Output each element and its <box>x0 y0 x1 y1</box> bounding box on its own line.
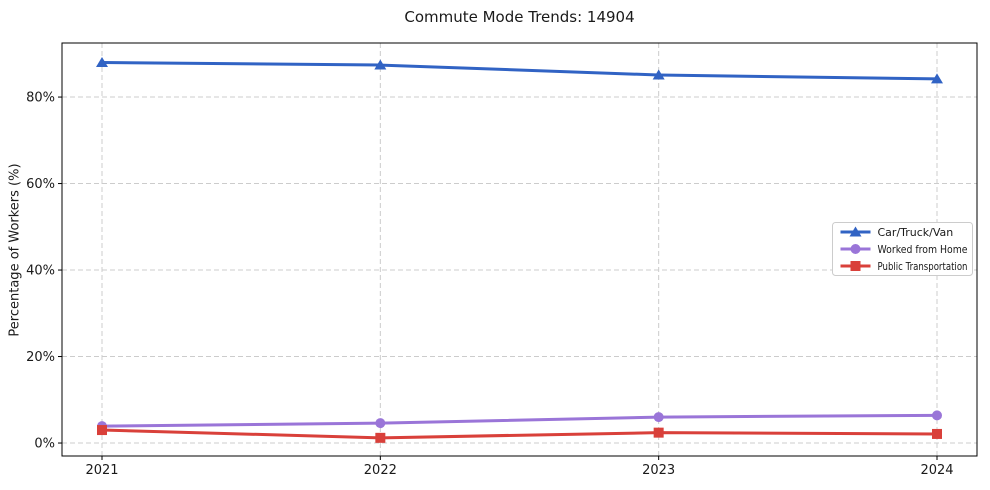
series-line-worked-from-home <box>100 413 939 428</box>
marker-worked-from-home-2024 <box>932 410 942 421</box>
y-tick-label-60pct: 60% <box>26 177 55 192</box>
marker-car-truck-van-2023 <box>652 69 665 80</box>
legend-marker-worked-from-home <box>850 244 861 254</box>
marker-car-truck-van-2024 <box>931 73 943 84</box>
x-tick-label-2024: 2024 <box>920 463 953 478</box>
chart-title: Commute Mode Trends: 14904 <box>404 8 635 26</box>
series-line-public-transportation <box>100 428 939 440</box>
legend-marker-car-truck-van <box>849 226 862 237</box>
x-tick-label-2021: 2021 <box>85 463 118 478</box>
plot-border <box>61 42 978 457</box>
marker-public-transportation-2024 <box>932 428 942 439</box>
marker-public-transportation-2022 <box>375 432 386 443</box>
y-tick-label-20pct: 20% <box>26 350 55 365</box>
x-tick-label-2022: 2022 <box>364 463 397 478</box>
legend-label-public-transportation: Public Transportation <box>878 260 968 273</box>
legend-marker-public-transportation <box>850 261 861 271</box>
marker-public-transportation-2023 <box>653 427 664 438</box>
marker-worked-from-home-2022 <box>375 418 386 429</box>
y-tick-label-0pct: 0% <box>34 437 55 452</box>
y-tick-label-80pct: 80% <box>26 91 55 106</box>
series-line-car-truck-van <box>100 60 939 81</box>
legend-box <box>832 222 973 276</box>
legend-label-worked-from-home: Worked from Home <box>878 243 968 256</box>
marker-car-truck-van-2021 <box>96 56 108 67</box>
marker-car-truck-van-2022 <box>374 59 387 70</box>
y-tick-label-40pct: 40% <box>26 264 55 279</box>
legend-label-car-truck-van: Car/Truck/Van <box>878 226 954 239</box>
marker-public-transportation-2021 <box>97 425 107 436</box>
marker-worked-from-home-2023 <box>653 412 664 423</box>
x-tick-label-2023: 2023 <box>642 463 675 478</box>
